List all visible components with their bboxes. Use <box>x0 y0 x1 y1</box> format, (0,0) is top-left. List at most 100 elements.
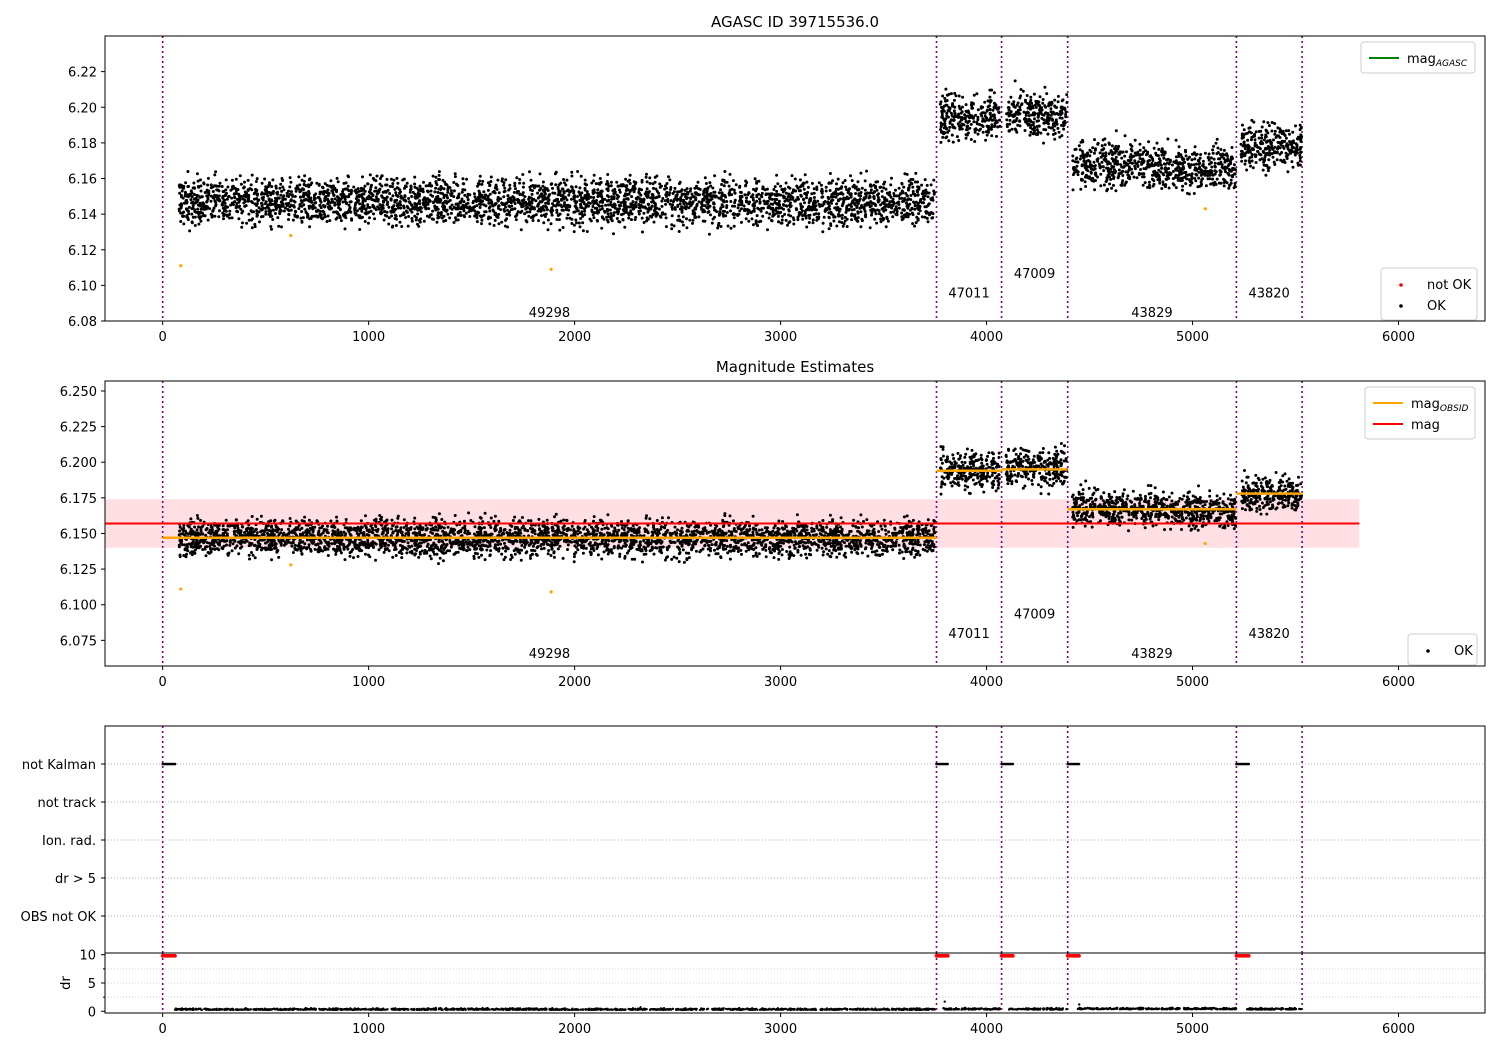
data-point-ok <box>222 214 226 218</box>
data-point-ok <box>413 185 417 189</box>
data-point-ok <box>1081 163 1085 167</box>
data-point-ok <box>332 210 336 214</box>
data-point-ok <box>263 177 267 181</box>
data-point-ok <box>1019 94 1023 98</box>
data-point-ok <box>380 211 384 215</box>
data-point-ok <box>710 221 714 225</box>
data-point-ok <box>442 214 446 218</box>
data-point-ok <box>322 210 326 214</box>
data-point-ok <box>964 103 968 107</box>
data-point-ok <box>615 207 619 211</box>
data-point-ok <box>637 203 641 206</box>
data-point-ok <box>565 207 569 211</box>
data-point-ok <box>331 191 335 195</box>
data-point-ok <box>625 184 629 188</box>
data-point-ok <box>685 187 689 191</box>
data-point-ok <box>638 206 642 210</box>
data-point-ok <box>787 209 791 213</box>
data-point-ok <box>997 106 1001 110</box>
data-point-ok <box>1037 100 1041 104</box>
data-point-ok <box>592 196 596 199</box>
data-point-ok <box>1193 157 1197 161</box>
data-point-ok <box>410 207 414 211</box>
data-point-ok <box>542 213 546 217</box>
data-point-ok <box>690 192 694 196</box>
data-point-ok <box>394 224 398 227</box>
data-point-ok <box>415 202 419 206</box>
data-point-ok <box>400 213 404 217</box>
data-point-ok <box>1233 184 1237 188</box>
data-point-ok <box>546 228 550 232</box>
data-point-ok <box>964 128 968 132</box>
data-point-ok <box>775 189 779 193</box>
data-point-ok <box>966 124 970 128</box>
data-point-ok <box>403 198 407 202</box>
data-point-ok <box>398 220 402 224</box>
data-point-ok <box>1130 144 1134 148</box>
data-point-ok <box>187 205 191 209</box>
data-point-ok <box>989 127 993 131</box>
data-point-ok <box>590 181 594 185</box>
data-point-ok <box>828 172 832 175</box>
data-point-ok <box>606 212 610 216</box>
data-point-ok <box>1026 123 1030 127</box>
data-point-ok <box>1038 108 1042 112</box>
x-tick-label: 4000 <box>970 330 1003 345</box>
data-point-ok <box>277 224 281 228</box>
data-point-ok <box>657 207 661 211</box>
data-point-ok <box>1164 183 1168 187</box>
data-point-ok <box>913 207 917 211</box>
data-point-ok <box>519 202 523 206</box>
data-point-ok <box>448 186 452 190</box>
data-point-ok <box>538 188 541 192</box>
obsid-label: 43829 <box>1131 306 1172 321</box>
data-point-ok <box>182 184 186 188</box>
data-point-ok <box>574 185 578 189</box>
data-point-ok <box>1215 137 1219 141</box>
data-point-ok <box>347 195 351 198</box>
data-point-ok <box>909 194 913 197</box>
data-point-ok <box>1036 131 1039 135</box>
data-point-ok <box>621 218 625 222</box>
data-point-ok <box>814 212 818 216</box>
data-point-ok <box>415 194 419 197</box>
data-point-ok <box>386 200 390 204</box>
data-point-ok <box>688 218 692 222</box>
data-point-ok <box>770 219 774 223</box>
data-point-ok <box>398 191 401 195</box>
data-point-ok <box>905 198 909 202</box>
data-point-ok <box>193 224 197 227</box>
data-point-ok <box>705 191 709 195</box>
data-point-ok <box>1264 135 1268 139</box>
data-point-ok <box>1187 192 1191 196</box>
data-point-ok <box>782 203 786 207</box>
data-point-ok <box>1096 159 1100 163</box>
data-point-ok <box>697 215 701 219</box>
data-point-ok <box>1042 113 1046 117</box>
data-point-ok <box>642 200 645 204</box>
data-point-ok <box>751 196 755 200</box>
data-point-ok <box>1011 102 1015 106</box>
data-point-ok <box>578 198 582 202</box>
data-point-ok <box>1188 180 1192 184</box>
data-point-ok <box>642 211 646 215</box>
data-point-ok <box>1013 79 1017 83</box>
data-point-ok <box>594 182 598 186</box>
data-point-ok <box>570 174 574 178</box>
data-point-ok <box>1079 140 1083 144</box>
data-point-ok <box>940 111 944 115</box>
data-point-ok <box>843 179 847 182</box>
data-point-ok <box>744 184 747 188</box>
data-point-ok <box>716 226 720 230</box>
data-point-ok <box>578 193 582 197</box>
data-point-ok <box>434 186 438 190</box>
data-point-ok <box>628 182 632 185</box>
data-point-ok <box>544 188 547 192</box>
data-point-ok <box>1184 150 1188 154</box>
data-point-ok <box>964 136 968 140</box>
data-point-ok <box>1051 122 1055 126</box>
data-point-ok <box>292 205 296 209</box>
data-point-ok <box>651 199 655 203</box>
data-point-ok <box>798 211 802 215</box>
data-point-ok <box>307 178 311 182</box>
